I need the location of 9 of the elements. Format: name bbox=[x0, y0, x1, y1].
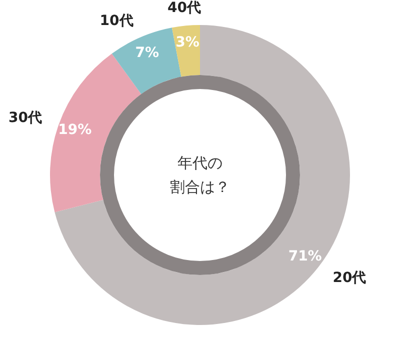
data-label: 71% bbox=[288, 248, 322, 265]
slice-label: 10代 bbox=[100, 12, 134, 29]
slice-label: 40代 bbox=[167, 0, 201, 16]
data-label: 7% bbox=[135, 44, 160, 61]
data-label: 19% bbox=[58, 122, 92, 138]
data-label: 3% bbox=[176, 34, 200, 51]
text: 年代の割合は？ bbox=[170, 154, 230, 196]
slice-label: 30代 bbox=[8, 110, 42, 126]
slice-label: 20代 bbox=[332, 270, 366, 286]
